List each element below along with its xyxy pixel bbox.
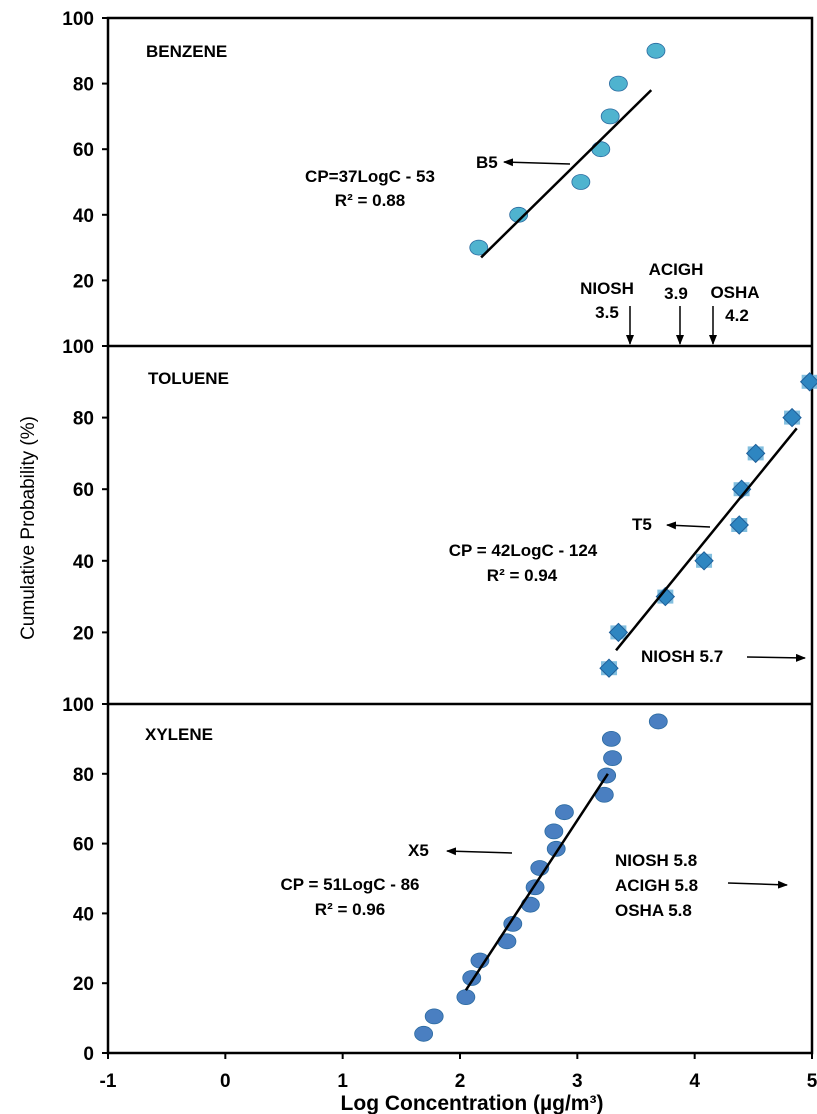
y-tick-label: 60 <box>73 140 94 161</box>
benzene-data-point <box>469 239 489 256</box>
x-tick-label: 2 <box>455 1071 466 1092</box>
toluene-label-arrow <box>666 521 711 530</box>
benzene-osha-value: 4.2 <box>725 306 749 325</box>
y-tick-label: 40 <box>73 904 94 925</box>
toluene-equation: CP = 42LogC - 124 <box>449 541 598 560</box>
xylene-data-point <box>544 823 564 840</box>
y-axis-ticks: 100 80 60 40 20 100 80 60 40 20 100 80 60 40 20 0 <box>62 9 108 1065</box>
y-tick-label: 80 <box>73 765 94 786</box>
xylene-equation: CP = 51LogC - 86 <box>280 875 419 894</box>
toluene-series-label: T5 <box>632 515 652 534</box>
y-tick-label: 20 <box>73 271 94 292</box>
y-tick-label: 80 <box>73 409 94 430</box>
benzene-data-point <box>646 42 666 59</box>
xylene-series-label: X5 <box>408 841 429 860</box>
toluene-data-point <box>655 586 676 607</box>
toluene-data-point <box>729 515 749 535</box>
xylene-data-point <box>603 750 622 766</box>
xylene-panel: XYLENE X5 CP = 51LogC - 86 R² = 0.96 NIO… <box>145 713 788 1042</box>
toluene-data-point <box>745 443 766 464</box>
benzene-panel: BENZENE B5 CP=37LogC - 53 R² = 0.88 NIOS… <box>146 42 760 345</box>
benzene-equation: CP=37LogC - 53 <box>305 167 435 186</box>
xylene-acigh-limit: ACIGH 5.8 <box>615 876 698 895</box>
benzene-niosh-name: NIOSH <box>580 279 634 298</box>
benzene-acigh-value: 3.9 <box>664 284 688 303</box>
xylene-data-point <box>648 713 668 730</box>
benzene-acigh-name: ACIGH <box>649 260 704 279</box>
benzene-r2: R² = 0.88 <box>335 191 405 210</box>
x-tick-label: 1 <box>337 1071 348 1092</box>
y-tick-label: 60 <box>73 480 94 501</box>
xylene-data-point <box>424 1008 444 1025</box>
toluene-data-point <box>731 479 752 499</box>
plot-frame <box>106 16 814 1055</box>
xylene-data-point <box>456 989 476 1006</box>
toluene-niosh-limit: NIOSH 5.7 <box>641 647 723 666</box>
y-tick-label: 100 <box>62 337 94 358</box>
y-axis-label: Cumulative Probability (%) <box>18 416 39 640</box>
toluene-r2: R² = 0.94 <box>487 566 558 585</box>
benzene-data-point <box>600 108 620 125</box>
xylene-limits-arrow <box>727 880 788 889</box>
toluene-data-point <box>799 372 817 392</box>
toluene-data-point <box>782 407 802 428</box>
y-tick-label: 100 <box>62 695 94 716</box>
toluene-fit-line <box>615 427 798 652</box>
toluene-data-point <box>694 551 714 571</box>
xylene-r2: R² = 0.96 <box>315 900 385 919</box>
toluene-data-point <box>608 622 629 643</box>
xylene-data-point <box>601 731 621 747</box>
x-tick-label: 4 <box>689 1071 700 1092</box>
benzene-series-label: B5 <box>476 153 498 172</box>
xylene-fit-line <box>464 773 609 991</box>
plot-area-border <box>106 16 814 1055</box>
benzene-label-arrow <box>503 158 571 167</box>
benzene-niosh-value: 3.5 <box>595 303 619 322</box>
benzene-points <box>469 42 666 256</box>
benzene-data-point <box>591 141 611 158</box>
xylene-label-arrow <box>446 847 513 856</box>
benzene-data-point <box>571 174 591 190</box>
y-tick-label: 100 <box>62 9 94 30</box>
x-axis-ticks: -1 0 1 2 3 4 5 <box>100 1053 817 1092</box>
x-axis-label: Log Concentration (µg/m³) <box>341 1092 604 1114</box>
toluene-data-point <box>599 658 619 678</box>
toluene-niosh-arrow <box>746 653 806 662</box>
x-tick-label: 0 <box>220 1071 231 1092</box>
benzene-osha-name: OSHA <box>710 283 759 302</box>
toluene-panel: TOLUENE T5 CP = 42LogC - 124 R² = 0.94 N… <box>148 369 817 678</box>
y-tick-label: 60 <box>73 835 94 856</box>
toluene-title: TOLUENE <box>148 369 229 388</box>
xylene-title: XYLENE <box>145 725 213 744</box>
benzene-data-point <box>509 206 529 223</box>
y-tick-label: 20 <box>73 974 94 995</box>
benzene-title: BENZENE <box>146 42 227 61</box>
xylene-data-point <box>555 804 574 821</box>
xylene-osha-limit: OSHA 5.8 <box>615 901 692 920</box>
benzene-data-point <box>609 75 628 92</box>
y-tick-label: 40 <box>73 552 94 573</box>
x-tick-label: -1 <box>100 1071 117 1092</box>
y-tick-label: 80 <box>73 75 94 96</box>
x-tick-label: 5 <box>807 1071 817 1092</box>
y-tick-label: 20 <box>73 623 94 644</box>
xylene-niosh-limit: NIOSH 5.8 <box>615 851 697 870</box>
toluene-points <box>599 372 817 678</box>
y-tick-label: 0 <box>83 1044 94 1065</box>
benzene-fit-line <box>480 89 653 259</box>
y-tick-label: 40 <box>73 206 94 227</box>
xylene-data-point <box>414 1025 434 1042</box>
x-tick-label: 3 <box>572 1071 583 1092</box>
